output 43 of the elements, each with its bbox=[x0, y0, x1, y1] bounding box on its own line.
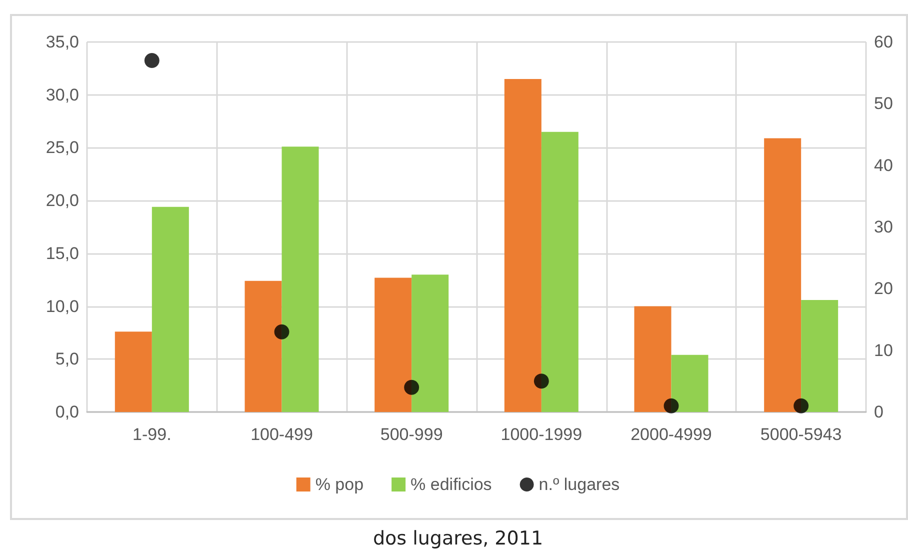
y2-tick-label: 40 bbox=[874, 156, 893, 175]
y-tick-label: 15,0 bbox=[46, 244, 79, 263]
x-tick-label: 1000-1999 bbox=[500, 425, 582, 444]
bar bbox=[152, 206, 189, 412]
y2-tick-label: 60 bbox=[874, 32, 893, 52]
bar bbox=[374, 278, 412, 412]
y2-tick-label: 30 bbox=[874, 218, 893, 236]
y-tick-label: 0,0 bbox=[55, 402, 79, 422]
x-tick-label: 1-99. bbox=[132, 425, 172, 444]
legend-label: % pop bbox=[315, 475, 364, 494]
x-tick-label: 2000-4999 bbox=[630, 425, 712, 444]
legend-label: % edificios bbox=[410, 475, 492, 494]
x-tick-label: 500-999 bbox=[380, 425, 443, 444]
bar bbox=[671, 354, 708, 412]
y2-tick-label: 10 bbox=[874, 340, 893, 360]
y2-tick-label: 20 bbox=[874, 279, 893, 298]
y-tick-label: 5,0 bbox=[55, 350, 79, 369]
text: dos lugares, 2011 bbox=[372, 528, 544, 550]
y2-tick-label: 0 bbox=[874, 402, 884, 422]
bar bbox=[541, 132, 578, 412]
y-tick-label: 20,0 bbox=[46, 191, 79, 210]
bar bbox=[412, 274, 449, 412]
point bbox=[144, 53, 160, 68]
bar bbox=[244, 280, 282, 412]
point bbox=[794, 398, 809, 414]
point bbox=[274, 324, 290, 340]
point bbox=[404, 380, 420, 395]
bar bbox=[114, 332, 152, 412]
bar bbox=[634, 306, 672, 412]
bar bbox=[282, 146, 319, 412]
y-tick-label: 35,0 bbox=[46, 32, 79, 52]
y-tick-label: 30,0 bbox=[46, 85, 79, 104]
y-tick-label: 10,0 bbox=[46, 296, 79, 316]
y-tick-label: 25,0 bbox=[46, 138, 79, 158]
legend-label: n.º lugares bbox=[538, 475, 620, 494]
bar bbox=[801, 300, 838, 412]
point bbox=[534, 374, 549, 389]
x-tick-label: 5000-5943 bbox=[760, 425, 842, 444]
point bbox=[664, 398, 679, 414]
x-tick-label: 100-499 bbox=[250, 425, 313, 444]
y2-tick-label: 50 bbox=[874, 94, 893, 114]
bar bbox=[504, 79, 542, 412]
bar bbox=[764, 138, 802, 412]
